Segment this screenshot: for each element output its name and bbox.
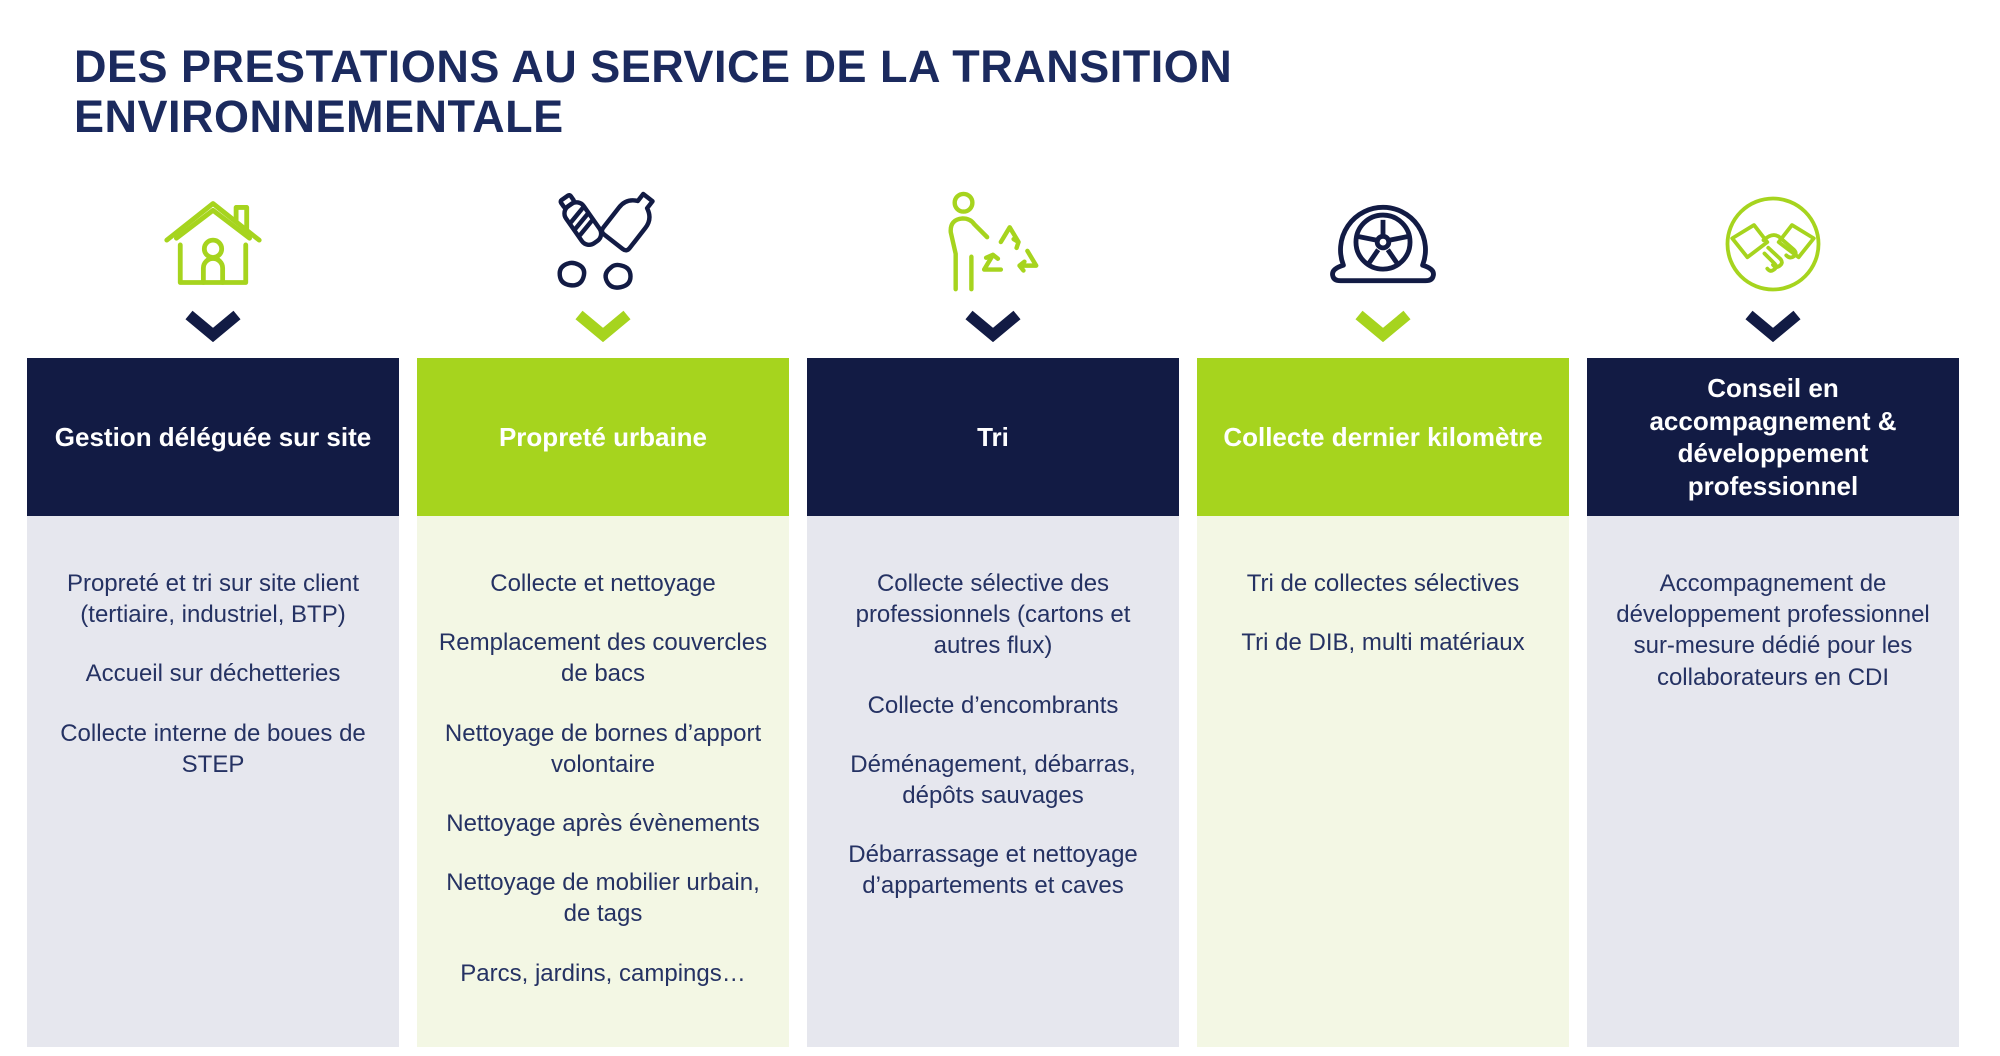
handshake-icon bbox=[1725, 196, 1821, 292]
service-item: Accompagnement de développement professi… bbox=[1616, 570, 1930, 691]
service-columns: Gestion déléguée sur site Propreté et tr… bbox=[27, 178, 1973, 1047]
service-item: Tri de collectes sélectives bbox=[1246, 570, 1520, 597]
column-icon-zone bbox=[417, 178, 789, 310]
service-item: Nettoyage après évènements bbox=[446, 809, 760, 837]
person-recycling-icon bbox=[948, 191, 1039, 292]
chevron-down-icon bbox=[1197, 310, 1569, 358]
column-icon-zone bbox=[1197, 178, 1569, 310]
page-title: DES PRESTATIONS AU SERVICE DE LA TRANSIT… bbox=[74, 41, 1233, 143]
column-header: Tri bbox=[807, 358, 1179, 516]
column-icon-zone bbox=[27, 178, 399, 310]
column-body: Collecte et nettoyage Remplacement des c… bbox=[417, 516, 789, 1047]
house-person-icon bbox=[164, 201, 262, 285]
service-item: Remplacement des couvercles de bacs bbox=[438, 629, 768, 688]
service-item: Nettoyage de mobilier urbain, de tags bbox=[446, 869, 760, 928]
column-body: Tri de collectes sélectives Tri de DIB, … bbox=[1197, 516, 1569, 1047]
column-proprete-urbaine: Propreté urbaine Collecte et nettoyage R… bbox=[417, 178, 789, 1047]
service-item: Déménagement, débarras, dépôts sauvages bbox=[850, 750, 1136, 809]
column-conseil-accompagnement: Conseil en accompagnement & développemen… bbox=[1587, 178, 1959, 1047]
service-item: Tri de DIB, multi matériaux bbox=[1241, 629, 1525, 657]
column-header: Gestion déléguée sur site bbox=[27, 358, 399, 516]
column-body: Collecte sélective des professionnels (c… bbox=[807, 516, 1179, 1047]
service-item: Propreté et tri sur site client (tertiai… bbox=[66, 570, 360, 629]
column-collecte-dernier-kilometre: Collecte dernier kilomètre Tri de collec… bbox=[1197, 178, 1569, 1047]
column-icon-zone bbox=[807, 178, 1179, 310]
service-item: Accueil sur déchetteries bbox=[85, 660, 341, 688]
chevron-down-icon bbox=[417, 310, 789, 358]
chevron-down-icon bbox=[1587, 310, 1959, 358]
waste-bottles-icon bbox=[557, 191, 655, 290]
service-item: Collecte et nettoyage bbox=[490, 570, 716, 597]
service-item: Nettoyage de bornes d’apport volontaire bbox=[444, 719, 762, 778]
column-gestion-deleguee: Gestion déléguée sur site Propreté et tr… bbox=[27, 178, 399, 1047]
column-tri: Tri Collecte sélective des professionnel… bbox=[807, 178, 1179, 1047]
column-icon-zone bbox=[1587, 178, 1959, 310]
service-item: Collecte sélective des professionnels (c… bbox=[855, 570, 1131, 660]
column-body: Propreté et tri sur site client (tertiai… bbox=[27, 516, 399, 1047]
service-item: Collecte d’encombrants bbox=[867, 691, 1119, 719]
service-item: Parcs, jardins, campings… bbox=[460, 959, 746, 987]
column-header: Conseil en accompagnement & développemen… bbox=[1587, 358, 1959, 516]
service-item: Débarrassage et nettoyage d’appartements… bbox=[848, 841, 1138, 900]
chevron-down-icon bbox=[27, 310, 399, 358]
column-header: Propreté urbaine bbox=[417, 358, 789, 516]
column-header: Collecte dernier kilomètre bbox=[1197, 358, 1569, 516]
flat-tire-icon bbox=[1330, 205, 1436, 284]
chevron-down-icon bbox=[807, 310, 1179, 358]
column-body: Accompagnement de développement professi… bbox=[1587, 516, 1959, 1047]
service-item: Collecte interne de boues de STEP bbox=[60, 719, 366, 778]
